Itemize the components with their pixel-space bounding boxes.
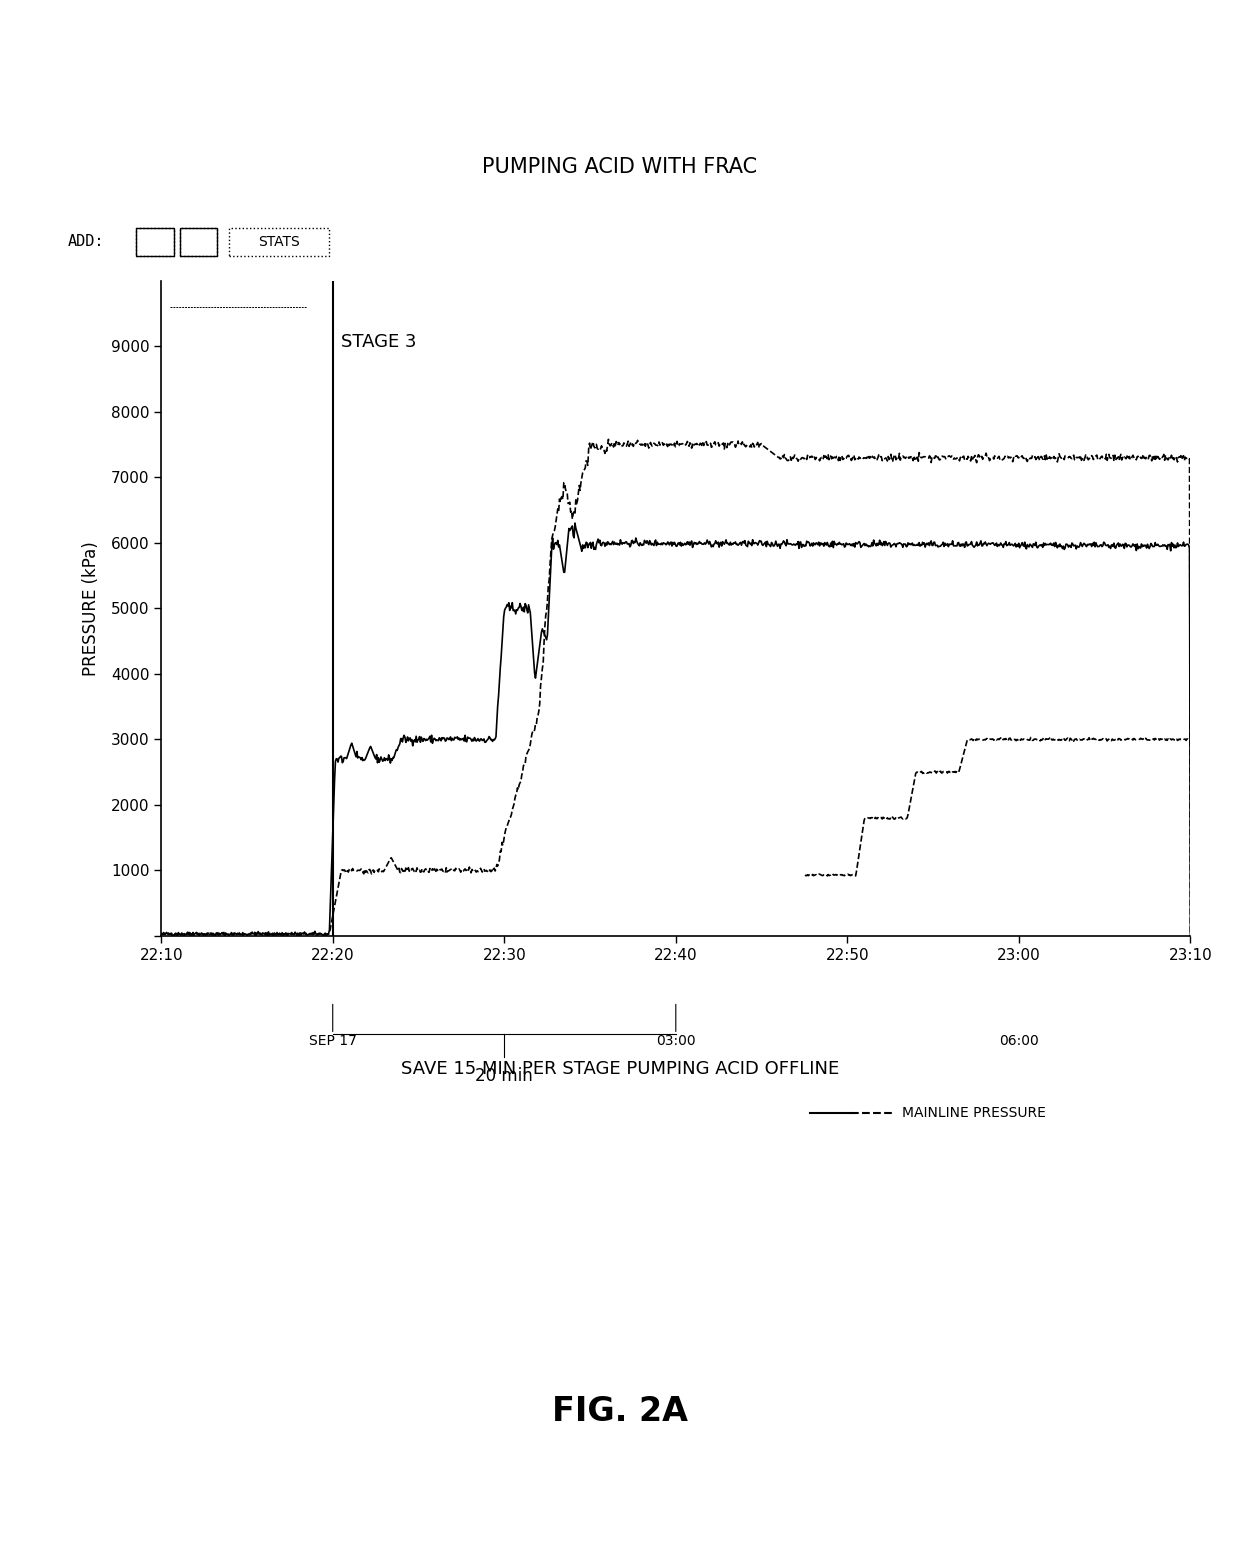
Text: 06:00: 06:00 xyxy=(999,1034,1039,1048)
Y-axis label: PRESSURE (kPa): PRESSURE (kPa) xyxy=(82,541,99,675)
Text: SEP 17: SEP 17 xyxy=(309,1034,357,1048)
Text: 20 min: 20 min xyxy=(475,1067,533,1086)
Text: FIG. 2A: FIG. 2A xyxy=(552,1395,688,1429)
Text: STATS: STATS xyxy=(258,236,300,248)
Text: STAGE 3: STAGE 3 xyxy=(341,334,417,351)
Text: 03:00: 03:00 xyxy=(656,1034,696,1048)
Text: ADD:: ADD: xyxy=(68,234,104,250)
Text: PUMPING ACID WITH FRAC: PUMPING ACID WITH FRAC xyxy=(482,158,758,176)
Text: SAVE 15 MIN PER STAGE PUMPING ACID OFFLINE: SAVE 15 MIN PER STAGE PUMPING ACID OFFLI… xyxy=(401,1059,839,1078)
Text: MAINLINE PRESSURE: MAINLINE PRESSURE xyxy=(903,1106,1047,1120)
